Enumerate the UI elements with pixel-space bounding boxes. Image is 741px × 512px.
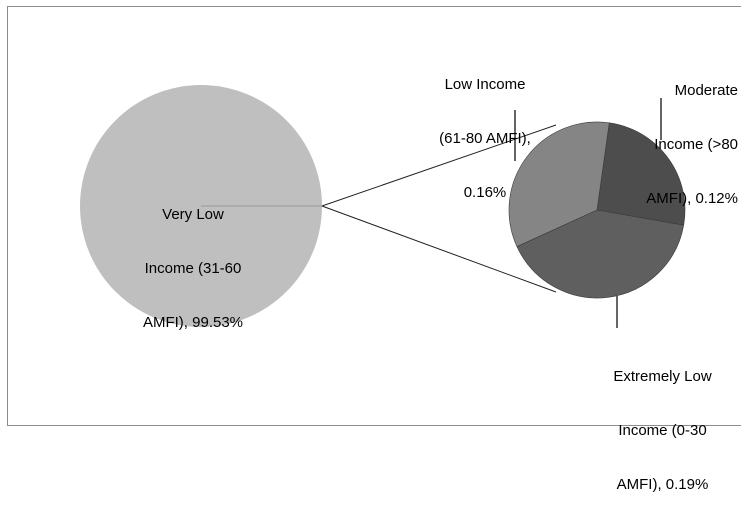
connector-bottom [321,205,557,293]
slice-moderate-income [596,122,686,226]
slice-extremely-low-income [516,209,685,299]
label-low-income: Low Income (61-80 AMFI), 0.16% [439,76,531,201]
label-extremely-low-income: Extremely Low Income (0-30 AMFI), 0.19% [613,368,712,493]
connector-top [321,124,557,207]
label-moderate-income: Moderate Income (>80 AMFI), 0.12% [646,82,738,207]
label-very-low-income: Very Low Income (31-60 AMFI), 99.53% [142,206,244,331]
pie-of-pie-chart [80,85,686,328]
slice-low-income [508,121,610,247]
